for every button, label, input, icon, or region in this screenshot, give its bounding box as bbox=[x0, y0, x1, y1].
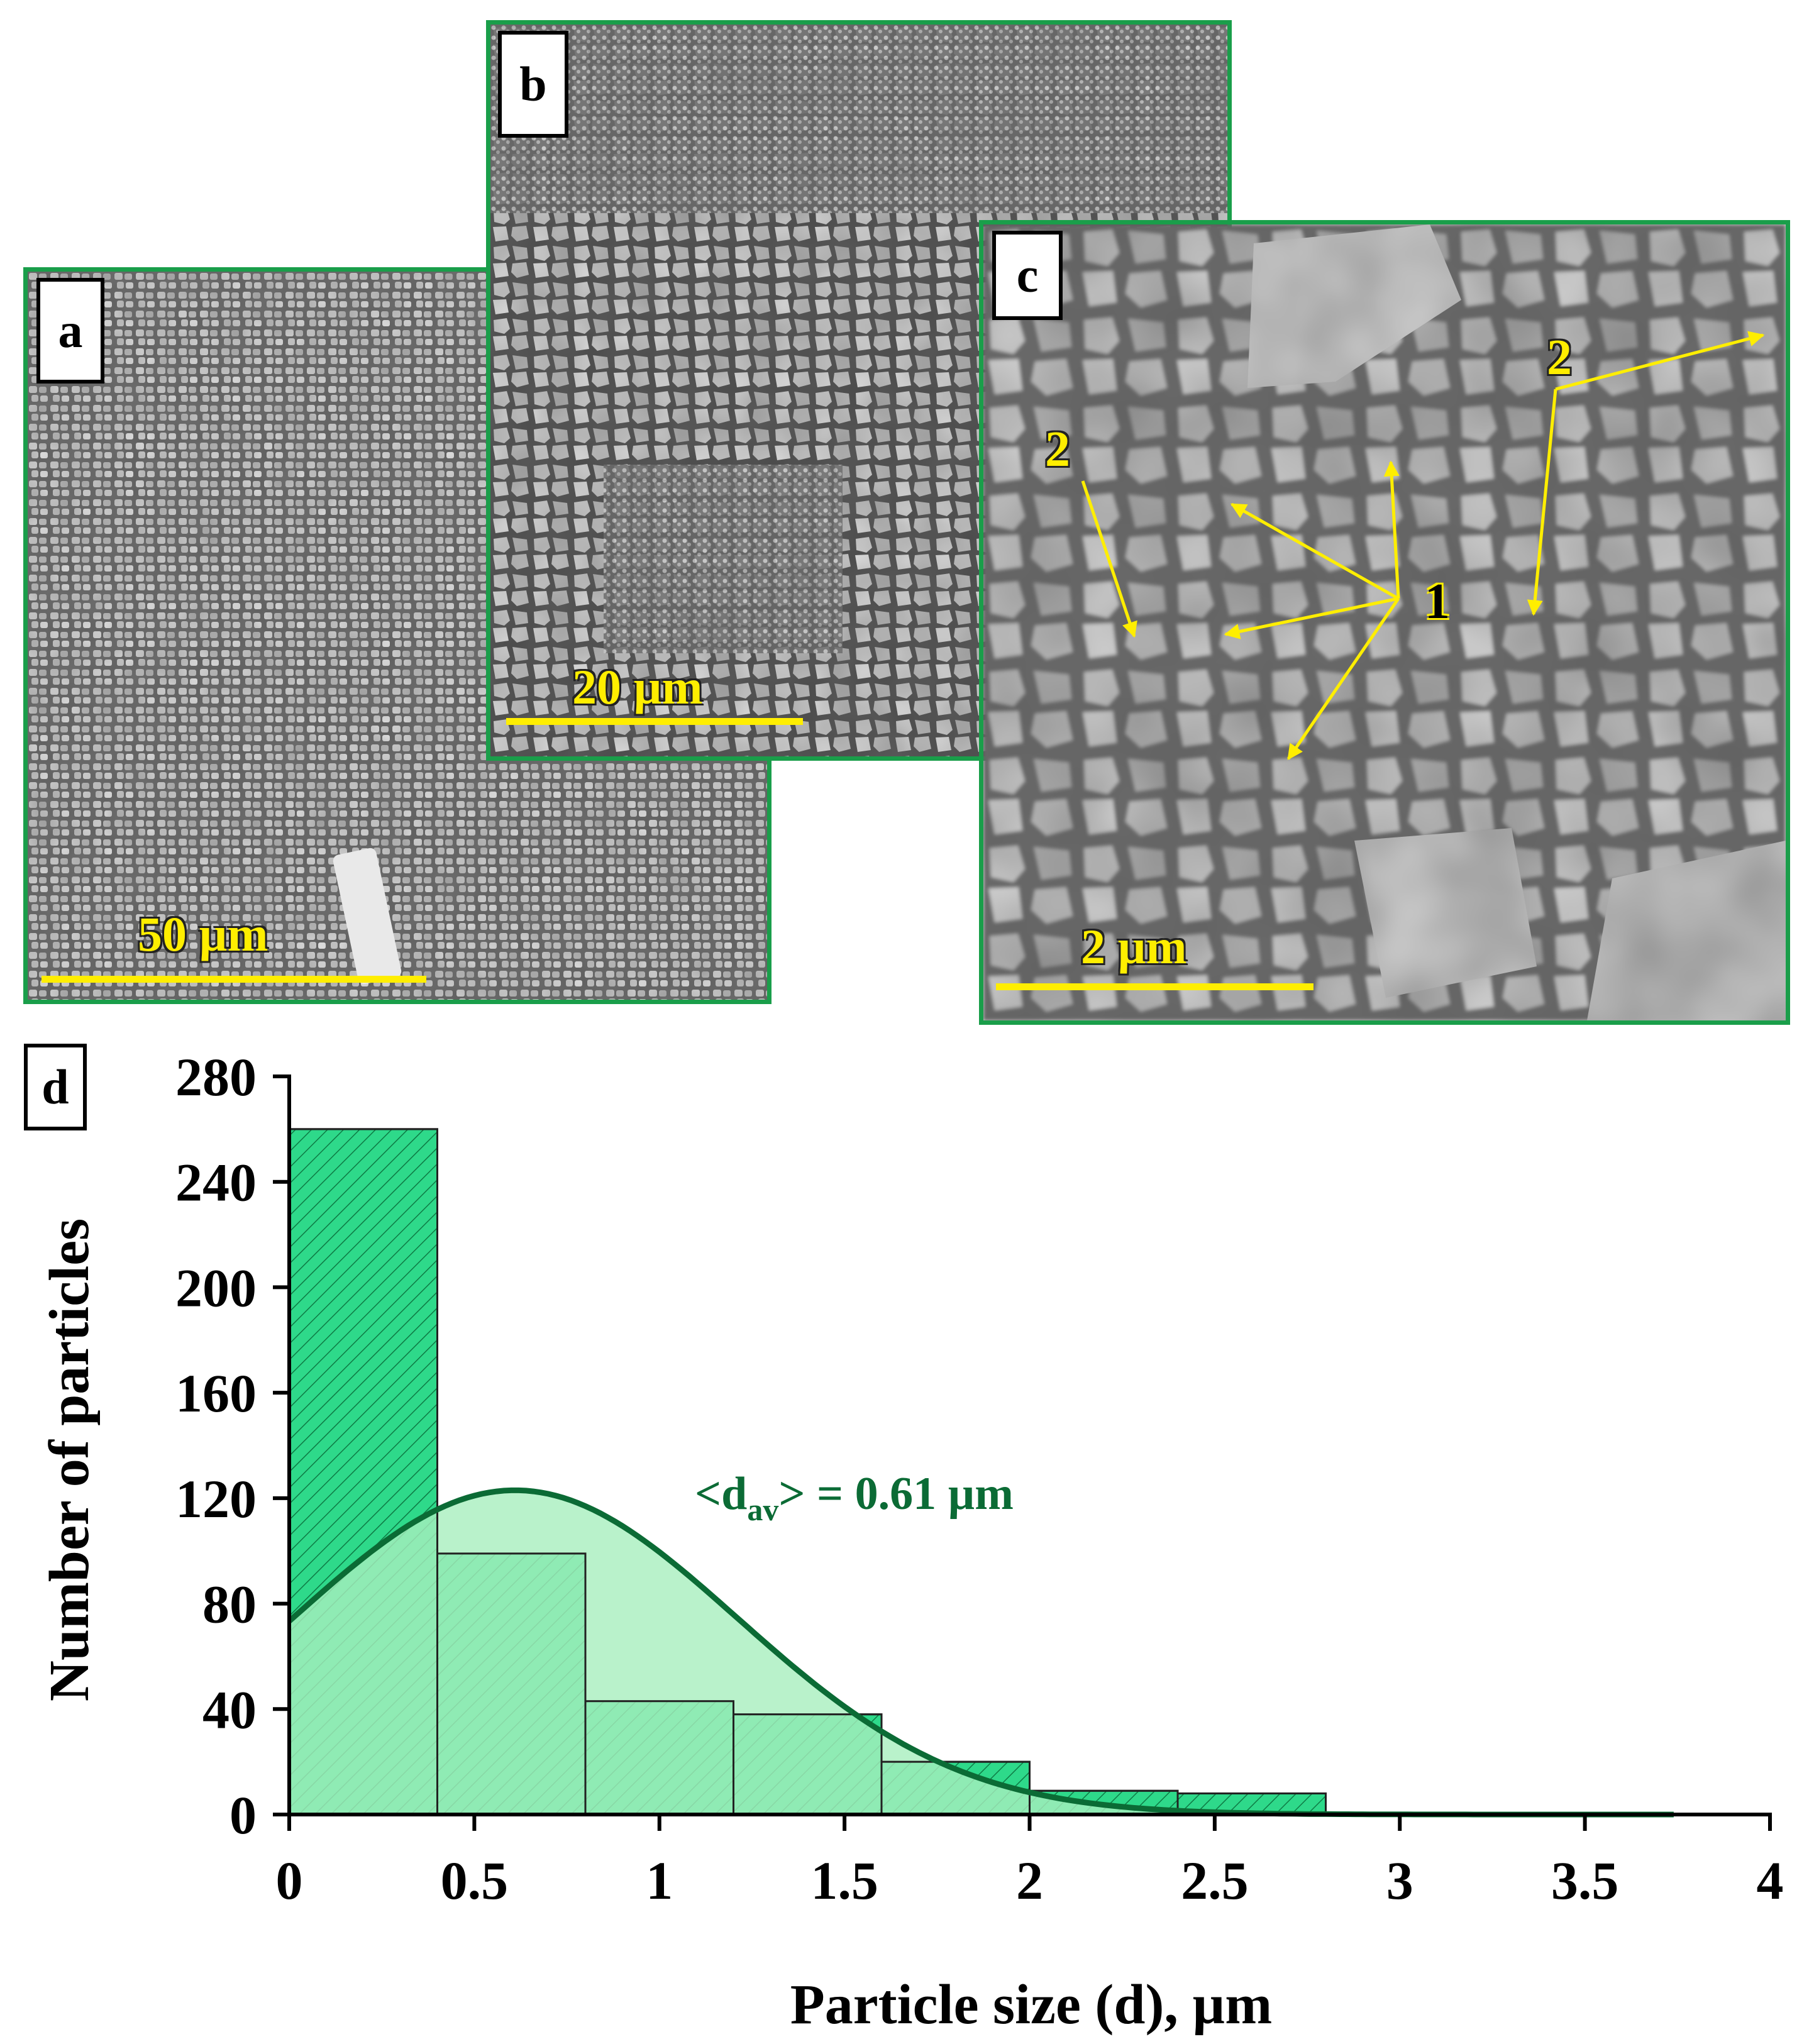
x-tick-label-4: 2 bbox=[1016, 1850, 1043, 1911]
marker-1: 1 bbox=[1425, 574, 1450, 629]
scalebar-c bbox=[996, 983, 1313, 990]
panel-d-label: d bbox=[24, 1044, 87, 1130]
arrows-overlay bbox=[1081, 331, 1765, 761]
fit-annotation: <dav> = 0.61 µm bbox=[695, 1468, 1014, 1527]
panel-c-label: c bbox=[992, 231, 1063, 320]
panel-b-label: b bbox=[498, 31, 568, 138]
y-tick-label-7: 280 bbox=[175, 1047, 257, 1107]
arrow-2-left bbox=[1081, 480, 1137, 638]
arrow-1b bbox=[1383, 460, 1400, 599]
scalebar-b bbox=[506, 718, 803, 725]
sem-panel-c: c 2 2 1 2 µm bbox=[979, 220, 1790, 1025]
arrow-2-right-down bbox=[1527, 389, 1557, 616]
y-tick-label-0: 0 bbox=[230, 1785, 257, 1845]
fit-annotation-prefix: <d bbox=[695, 1468, 747, 1520]
y-tick-label-3: 120 bbox=[175, 1469, 257, 1529]
x-tick-label-2: 1 bbox=[646, 1850, 673, 1911]
scalebar-label-c: 2 µm bbox=[1081, 919, 1187, 974]
scalebar-a bbox=[41, 976, 426, 983]
x-axis-label: Particle size (d), µm bbox=[790, 1974, 1273, 2036]
fit-annotation-suffix: > = 0.61 µm bbox=[778, 1468, 1014, 1520]
histogram-bar-outline-1 bbox=[436, 1552, 587, 1816]
sem-image-c bbox=[983, 224, 1786, 1020]
y-tick-label-2: 80 bbox=[202, 1574, 257, 1635]
arrow-1d bbox=[1286, 597, 1400, 761]
histogram-bar-outline-2 bbox=[584, 1700, 734, 1816]
x-tick-label-1: 0.5 bbox=[441, 1850, 509, 1911]
fit-curve-area bbox=[289, 1490, 1678, 1815]
y-tick-label-4: 160 bbox=[175, 1363, 257, 1423]
x-tick-label-8: 4 bbox=[1757, 1850, 1784, 1911]
marker-2-right: 2 bbox=[1547, 330, 1572, 385]
histogram-bar-outline-3 bbox=[733, 1713, 883, 1816]
fit-annotation-subscript: av bbox=[747, 1492, 778, 1527]
y-tick-label-6: 240 bbox=[175, 1152, 257, 1213]
x-tick-label-5: 2.5 bbox=[1181, 1850, 1249, 1911]
arrow-2-right bbox=[1555, 331, 1765, 391]
scalebar-label-a: 50 µm bbox=[138, 907, 268, 961]
panel-a-label: a bbox=[36, 278, 104, 384]
histogram-bar-outline-0 bbox=[288, 1128, 438, 1816]
marker-2-left: 2 bbox=[1045, 422, 1070, 477]
arrow-1a bbox=[1230, 502, 1400, 600]
x-tick-label-0: 0 bbox=[276, 1850, 303, 1911]
x-tick-label-3: 1.5 bbox=[810, 1850, 878, 1911]
y-tick-label-5: 200 bbox=[175, 1257, 257, 1318]
arrow-1c bbox=[1224, 597, 1399, 639]
scalebar-label-b: 20 µm bbox=[572, 660, 703, 714]
x-tick-label-7: 3.5 bbox=[1551, 1850, 1619, 1911]
x-tick-label-6: 3 bbox=[1386, 1850, 1413, 1911]
y-tick-label-1: 40 bbox=[202, 1679, 257, 1740]
y-axis-label: Number of particles bbox=[38, 1218, 101, 1701]
